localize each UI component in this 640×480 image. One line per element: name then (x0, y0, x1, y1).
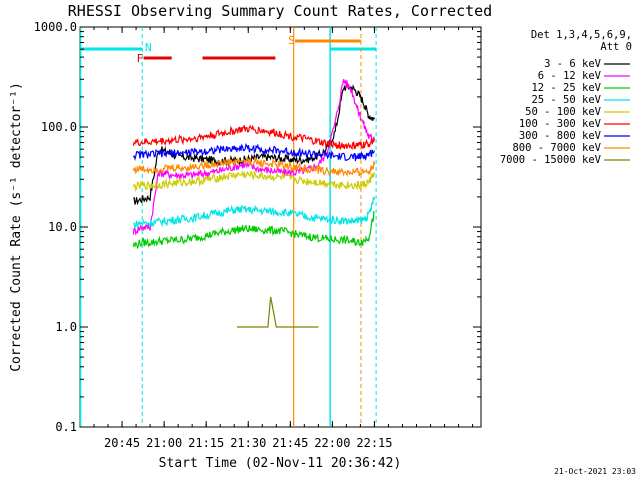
legend-label: 300 - 800 keV (519, 130, 602, 142)
legend-label: 6 - 12 keV (538, 70, 602, 82)
y-tick-label: 1000.0 (34, 20, 77, 34)
x-axis-label: Start Time (02-Nov-11 20:36:42) (159, 456, 402, 471)
y-tick-label: 10.0 (48, 220, 77, 234)
series-line-6 (132, 143, 375, 162)
x-axis: 20:45 21:00 21:15 21:30 21:45 22:00 22:15 (93, 27, 474, 450)
series-line-3 (132, 196, 375, 229)
legend-label: 50 - 100 keV (525, 106, 602, 118)
x-tick-label: 21:15 (188, 436, 224, 450)
series-line-1 (132, 79, 375, 236)
legend-label: 800 - 7000 keV (512, 142, 601, 154)
x-tick-label: 21:00 (146, 436, 182, 450)
x-tick-label: 21:45 (272, 436, 308, 450)
y-tick-label: 100.0 (41, 120, 77, 134)
legend-label: 3 - 6 keV (544, 58, 602, 70)
chart-title: RHESSI Observing Summary Count Rates, Co… (68, 2, 492, 20)
legend-header-2: Att 0 (600, 41, 632, 53)
flag-layer: NF S (137, 34, 295, 65)
flag-s: S (288, 34, 295, 47)
x-tick-label: 22:00 (314, 436, 350, 450)
series-line-4 (132, 170, 375, 193)
series-line-2 (132, 210, 375, 250)
series-line-8 (237, 296, 319, 328)
legend-label: 25 - 50 keV (531, 94, 601, 106)
legend-label: 12 - 25 keV (531, 82, 601, 94)
flag-f: F (137, 52, 144, 65)
flag-n: N (145, 41, 152, 54)
x-tick-label: 20:45 (104, 436, 140, 450)
series-line-7 (132, 155, 375, 178)
x-tick-label: 22:15 (356, 436, 392, 450)
y-tick-label: 0.1 (55, 420, 77, 434)
legend-header-1: Det 1,3,4,5,6,9, (531, 29, 632, 41)
series-line-0 (132, 82, 375, 206)
legend-label: 100 - 300 keV (519, 118, 602, 130)
y-axis: 1000.0 100.0 10.0 1.0 0.1 (34, 20, 481, 434)
state-overlays (79, 27, 377, 427)
timestamp: 21-Oct-2021 23:03 (554, 467, 636, 476)
y-tick-label: 1.0 (55, 320, 77, 334)
series-line-5 (132, 124, 375, 151)
series-layer (132, 79, 375, 328)
legend-label: 7000 - 15000 keV (500, 154, 602, 166)
x-tick-label: 21:30 (230, 436, 266, 450)
y-axis-label: Corrected Count Rate (s⁻¹ detector⁻¹) (9, 82, 24, 372)
